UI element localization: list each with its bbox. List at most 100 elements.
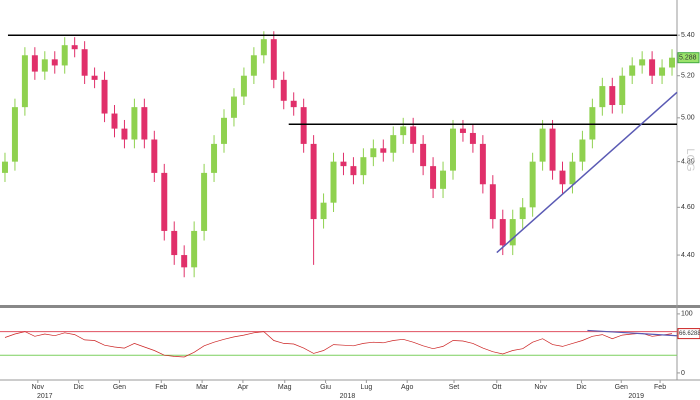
candle-body — [370, 148, 377, 158]
candle-body — [420, 143, 427, 167]
candle-body — [151, 139, 158, 173]
x-tick-label: Ago — [401, 384, 414, 391]
y-tick-label: 4.80 — [681, 158, 695, 165]
candle-body — [11, 107, 18, 162]
x-tick-label: Ott — [492, 384, 501, 391]
year-label: 2017 — [37, 393, 53, 400]
last-value-label: 66.6288 — [679, 331, 700, 337]
candle-body — [519, 207, 526, 220]
candle-body — [81, 49, 88, 76]
candle-body — [619, 75, 626, 106]
candle-body — [649, 59, 656, 76]
candle-body — [71, 45, 78, 50]
candle-body — [31, 55, 38, 72]
candle-body — [250, 55, 257, 76]
x-tick-label: Mag — [278, 384, 292, 391]
y-tick-label: 5.40 — [681, 32, 695, 39]
candle-body — [499, 219, 506, 246]
year-label: 2018 — [340, 393, 356, 400]
year-label: 2019 — [628, 393, 644, 400]
x-tick-label: Set — [449, 384, 460, 391]
candle-body — [410, 126, 417, 144]
candle-body — [430, 166, 437, 189]
candle-body — [171, 230, 178, 256]
candle-body — [300, 107, 307, 144]
candle-body — [191, 230, 198, 268]
x-tick-label: Nov — [534, 384, 547, 391]
candle-body — [489, 184, 496, 220]
candle-body — [1, 161, 8, 173]
scale-watermark: LOG — [684, 148, 696, 171]
trend-line — [496, 91, 678, 254]
candle-body — [340, 161, 347, 167]
candle-body — [320, 202, 327, 220]
x-tick-label: Feb — [155, 384, 167, 391]
candle-body — [609, 86, 616, 106]
candle-body — [91, 75, 98, 80]
x-tick-label: Giu — [320, 384, 331, 391]
candle-body — [579, 139, 586, 162]
candle-body — [101, 79, 108, 114]
y-tick-label: 5.00 — [681, 115, 695, 122]
candle-body — [141, 107, 148, 140]
candle-body — [629, 65, 636, 76]
candle-body — [360, 157, 367, 176]
x-tick-label: Lug — [361, 384, 373, 391]
candle-body — [589, 107, 596, 140]
candle-body — [181, 255, 188, 268]
candle-body — [21, 55, 28, 108]
candle-body — [639, 59, 646, 66]
candle-body — [290, 100, 297, 108]
x-tick-label: Mar — [196, 384, 209, 391]
candle-body — [400, 126, 407, 136]
candle-body — [659, 67, 666, 76]
candle-body — [599, 86, 606, 108]
candle-body — [440, 170, 447, 189]
candle-body — [350, 166, 357, 176]
candle-body — [51, 59, 58, 66]
candle-body — [111, 113, 118, 129]
last-value-box — [677, 328, 700, 340]
candle-body — [459, 128, 466, 133]
candle-body — [509, 219, 516, 246]
candle-body — [479, 143, 486, 185]
candle-body — [121, 128, 128, 140]
candle-body — [469, 132, 476, 144]
candle-body — [161, 172, 168, 231]
last-price-label: 5.288 — [679, 55, 697, 62]
candle-body — [539, 128, 546, 162]
x-tick-label: Dic — [74, 384, 85, 391]
candle-body — [230, 96, 237, 118]
x-tick-label: Nov — [32, 384, 45, 391]
panel-separator — [0, 305, 700, 308]
rsi-line — [4, 331, 673, 358]
x-tick-label: Gen — [113, 384, 126, 391]
y-tick-label: 4.60 — [681, 204, 695, 211]
candle-body — [221, 117, 227, 144]
candle-body — [270, 39, 277, 80]
candle-body — [131, 107, 138, 140]
candle-body — [201, 172, 208, 231]
last-price-box — [677, 52, 700, 64]
candle-body — [211, 143, 218, 173]
candle-body — [260, 39, 267, 56]
candle-body — [330, 161, 337, 203]
candle-body — [280, 79, 287, 101]
y-tick-label: 4.40 — [681, 252, 695, 259]
y-tick-label: 0 — [681, 370, 685, 377]
candle-body — [669, 57, 676, 68]
candle-body — [61, 45, 68, 66]
candle-body — [240, 75, 247, 97]
trend-line — [587, 329, 678, 337]
candle-body — [569, 161, 576, 185]
y-tick-label: 100 — [681, 311, 693, 318]
x-tick-label: Gen — [615, 384, 628, 391]
x-tick-label: Feb — [654, 384, 666, 391]
candle-body — [529, 161, 536, 208]
y-tick-label: 5.20 — [681, 73, 695, 80]
candle-body — [310, 143, 317, 220]
candle-body — [380, 148, 387, 153]
candle-body — [390, 135, 397, 153]
candle-body — [549, 128, 556, 171]
